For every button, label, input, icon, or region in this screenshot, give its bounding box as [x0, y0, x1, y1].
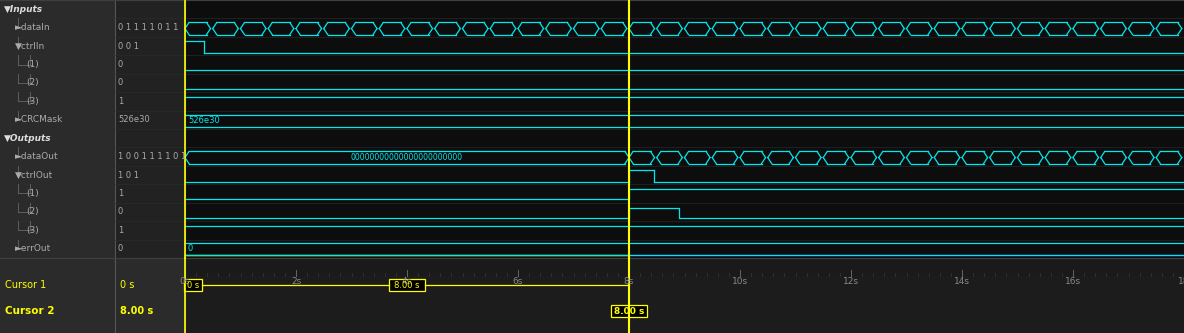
Text: ▼ctrlIn: ▼ctrlIn — [15, 42, 45, 51]
Text: (1): (1) — [26, 189, 39, 198]
Text: ►errOut: ►errOut — [15, 244, 51, 253]
Text: 0s: 0s — [180, 277, 191, 286]
Bar — [390, 279, 425, 291]
Text: 1: 1 — [118, 226, 123, 235]
Text: 1: 1 — [118, 189, 123, 198]
Text: 18: 18 — [1178, 277, 1184, 286]
Text: 0 1 1 1 1 0 1 1: 0 1 1 1 1 0 1 1 — [118, 23, 179, 32]
Text: 6s: 6s — [513, 277, 523, 286]
Bar — [184, 279, 202, 291]
Text: 0: 0 — [118, 60, 123, 69]
Text: Cursor 1: Cursor 1 — [5, 280, 46, 290]
Text: 1: 1 — [118, 97, 123, 106]
Text: 14s: 14s — [954, 277, 970, 286]
Text: 0: 0 — [118, 207, 123, 216]
Bar — [0, 0, 115, 258]
Text: ▼Outputs: ▼Outputs — [4, 134, 52, 143]
Text: 8s: 8s — [624, 277, 635, 286]
Text: (3): (3) — [26, 97, 39, 106]
Bar — [185, 0, 1184, 258]
Text: 0: 0 — [118, 79, 123, 88]
Bar — [611, 305, 646, 317]
Text: 0: 0 — [118, 244, 123, 253]
Bar — [185, 258, 1184, 276]
Text: ►CRCMask: ►CRCMask — [15, 115, 63, 124]
Text: ▼ctrlOut: ▼ctrlOut — [15, 170, 53, 179]
Text: 10s: 10s — [732, 277, 748, 286]
Bar — [0, 258, 1184, 333]
Text: 0 s: 0 s — [120, 280, 134, 290]
Text: ►dataOut: ►dataOut — [15, 152, 59, 161]
Text: 526e30: 526e30 — [188, 116, 220, 125]
Bar — [115, 0, 185, 258]
Text: 0: 0 — [188, 244, 193, 253]
Text: 526e30: 526e30 — [118, 115, 149, 124]
Text: 1 0 0 1 1 1 1 0 1: 1 0 0 1 1 1 1 0 1 — [118, 152, 186, 161]
Text: 16s: 16s — [1064, 277, 1081, 286]
Text: Cursor 2: Cursor 2 — [5, 306, 54, 316]
Text: 4s: 4s — [401, 277, 412, 286]
Text: 0 0 1: 0 0 1 — [118, 42, 139, 51]
Text: 00000000000000000000000: 00000000000000000000000 — [350, 153, 463, 162]
Text: 8.00 s: 8.00 s — [394, 280, 420, 289]
Text: 8.00 s: 8.00 s — [120, 306, 153, 316]
Text: 12s: 12s — [843, 277, 860, 286]
Bar — [0, 258, 185, 333]
Text: (2): (2) — [26, 207, 39, 216]
Text: 8.00 s: 8.00 s — [613, 306, 644, 315]
Text: (2): (2) — [26, 79, 39, 88]
Text: 1 0 1: 1 0 1 — [118, 170, 139, 179]
Text: (1): (1) — [26, 60, 39, 69]
Text: ►dataIn: ►dataIn — [15, 23, 51, 32]
Text: ▼Inputs: ▼Inputs — [4, 5, 43, 14]
Text: 0 s: 0 s — [187, 280, 199, 289]
Text: (3): (3) — [26, 226, 39, 235]
Text: 2s: 2s — [291, 277, 301, 286]
